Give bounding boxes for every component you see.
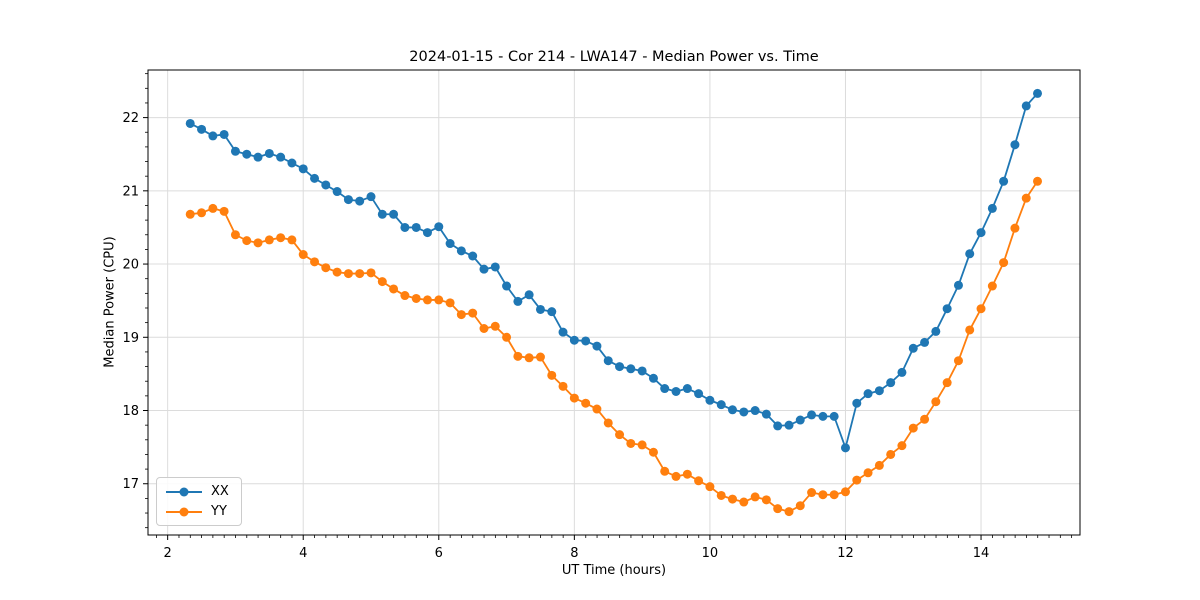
svg-text:20: 20 <box>122 258 139 273</box>
legend-swatch-xx-icon <box>166 487 202 496</box>
chart-title: 2024-01-15 - Cor 214 - LWA147 - Median P… <box>409 49 819 65</box>
legend-label-xx: XX <box>211 484 229 499</box>
svg-text:17: 17 <box>122 477 139 492</box>
svg-text:6: 6 <box>435 546 443 561</box>
y-axis-label: Median Power (CPU) <box>102 236 118 368</box>
series-line-xx <box>189 92 1039 449</box>
svg-text:21: 21 <box>122 184 139 199</box>
svg-text:4: 4 <box>299 546 307 561</box>
svg-text:19: 19 <box>122 331 139 346</box>
svg-text:22: 22 <box>122 111 139 126</box>
svg-text:18: 18 <box>122 404 139 419</box>
legend-swatch-yy-icon <box>166 507 202 516</box>
svg-text:8: 8 <box>570 546 578 561</box>
legend-marker-xx-icon <box>179 487 189 496</box>
svg-text:12: 12 <box>837 546 854 561</box>
legend-item-yy: YY <box>166 505 229 518</box>
legend: XX YY <box>156 477 242 526</box>
x-axis-label: UT Time (hours) <box>561 563 667 578</box>
svg-text:2: 2 <box>164 546 172 561</box>
series-line-yy <box>190 180 1039 513</box>
svg-text:14: 14 <box>973 546 990 561</box>
legend-item-xx: XX <box>166 485 229 498</box>
legend-marker-yy-icon <box>179 507 189 516</box>
svg-text:10: 10 <box>702 546 719 561</box>
legend-label-yy: YY <box>211 504 227 519</box>
